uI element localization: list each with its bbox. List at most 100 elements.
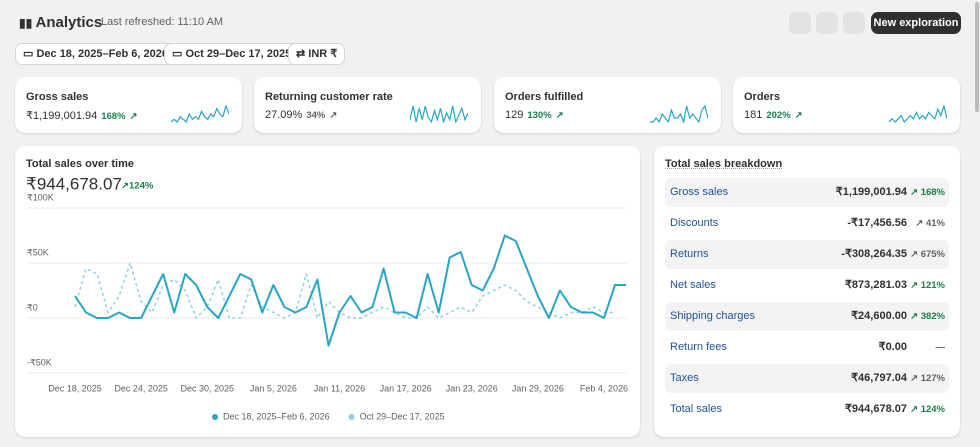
currency-filter[interactable]: ⇄ INR ₹ (288, 43, 346, 65)
sparkline (171, 105, 229, 123)
row-change-text: 41% (925, 218, 945, 229)
filter-text: Dec 18, 2025–Feb 6, 2026 (36, 48, 168, 60)
legend-label: Oct 29–Dec 17, 2025 (360, 411, 445, 421)
new-exploration-button[interactable]: New exploration (871, 12, 961, 34)
refresh-button[interactable] (789, 12, 811, 34)
card-value: ₹1,199,001.94 (26, 110, 98, 122)
filter-text: INR ₹ (308, 48, 338, 60)
sparkline (650, 105, 708, 123)
card-change: 168% (101, 111, 126, 122)
row-value: ₹873,281.03 (844, 279, 907, 291)
x-tick-label: Dec 24, 2025 (114, 383, 168, 393)
breakdown-row: Taxes ₹46,797.04 ↗ 127% (665, 364, 949, 393)
row-label: Discounts (670, 217, 719, 229)
compare-filter[interactable]: ▭ Oct 29–Dec 17, 2025 (164, 43, 300, 65)
row-change-text: 382% (920, 311, 945, 322)
row-value: ₹24,600.00 (851, 310, 907, 322)
card-value: 27.09% (265, 109, 303, 121)
page-title: ▮▮ Analytics (19, 14, 102, 31)
breakdown-panel: Total sales breakdown Gross sales ₹1,199,… (654, 146, 960, 437)
card-value: 181 (744, 109, 763, 121)
sparkline-path (410, 105, 468, 123)
y-tick-label: -₹50K (27, 357, 52, 367)
row-change: ↗ 127% (909, 364, 945, 393)
x-tick-label: Jan 17, 2026 (380, 383, 432, 393)
filter-text: Oct 29–Dec 17, 2025 (185, 48, 292, 60)
row-change: ↗ 168% (909, 178, 945, 207)
expand-button[interactable] (816, 12, 838, 34)
series-line (74, 234, 626, 347)
row-change-text: 121% (920, 280, 945, 291)
x-tick-label: Dec 30, 2025 (180, 383, 234, 393)
row-label: Net sales (670, 279, 716, 291)
legend-dot (348, 414, 355, 420)
analytics-icon: ▮▮ (19, 16, 36, 30)
card-value-row: 27.09% 34% ↗ (265, 109, 337, 121)
legend-dot (212, 414, 218, 420)
chart-total: ₹944,678.07 (26, 174, 122, 193)
refreshed-text: Last refreshed: 11:10 AM (101, 16, 224, 28)
chart-change-arrow: ↗ (121, 181, 129, 192)
title-text: Analytics (35, 14, 103, 31)
breakdown-title: Total sales breakdown (665, 158, 783, 170)
edit-button[interactable] (843, 12, 865, 34)
change-arrow: ↗ (794, 110, 803, 121)
card-label: Gross sales (26, 91, 89, 103)
row-value: -₹17,456.56 (847, 217, 907, 229)
row-change: — (909, 333, 946, 362)
x-tick-label: Jan 11, 2026 (314, 383, 365, 393)
row-value: ₹0.00 (878, 341, 907, 353)
series-line (74, 262, 615, 319)
chart-title: Total sales over time (26, 158, 134, 170)
scrollbar (975, 2, 979, 112)
card-label: Orders (744, 91, 781, 103)
card-value-row: ₹1,199,001.94 168% ↗ (26, 109, 138, 122)
x-tick-label: Jan 29, 2026 (512, 383, 564, 393)
breakdown-row: Total sales ₹944,678.07 ↗ 124% (665, 395, 949, 424)
row-label: Shipping charges (670, 310, 756, 322)
row-change-text: 127% (920, 373, 945, 384)
change-arrow: ↗ (910, 373, 921, 384)
row-change: ↗ 41% (909, 209, 945, 238)
change-arrow: ↗ (910, 187, 921, 198)
date-filter[interactable]: ▭ Dec 18, 2025–Feb 6, 2026 (15, 43, 176, 65)
metric-card: Returning customer rate 27.09% 34% ↗ (254, 77, 481, 133)
card-change: 202% (766, 110, 791, 121)
sparkline-path (889, 105, 947, 123)
y-tick-label: ₹50K (27, 247, 49, 257)
change-arrow: ↗ (910, 404, 921, 415)
row-label: Returns (670, 248, 709, 260)
row-change-text: 124% (920, 404, 945, 415)
breakdown-row: Shipping charges ₹24,600.00 ↗ 382% (665, 302, 949, 331)
y-tick-label: ₹0 (27, 302, 38, 312)
metric-card: Orders 181 202% ↗ (733, 77, 960, 133)
change-arrow: ↗ (910, 249, 921, 260)
x-tick-label: Jan 5, 2026 (250, 383, 297, 393)
row-label: Return fees (670, 341, 727, 353)
card-change: 130% (527, 110, 552, 121)
card-value-row: 129 130% ↗ (505, 109, 564, 121)
breakdown-row: Gross sales ₹1,199,001.94 ↗ 168% (665, 178, 949, 207)
change-arrow: ↗ (129, 111, 138, 122)
row-value: ₹1,199,001.94 (835, 186, 907, 198)
row-label: Gross sales (670, 186, 729, 198)
row-value: -₹308,264.35 (841, 248, 907, 260)
metric-card: Orders fulfilled 129 130% ↗ (494, 77, 721, 133)
row-value: ₹944,678.07 (844, 403, 907, 415)
sparkline (889, 105, 947, 123)
row-change-text: 675% (920, 249, 945, 260)
breakdown-row: Net sales ₹873,281.03 ↗ 121% (665, 271, 949, 300)
row-change-text: 168% (920, 187, 945, 198)
change-arrow: ↗ (329, 110, 338, 121)
chart-panel: Total sales over time ₹944,678.07 ↗ 124%… (15, 146, 640, 437)
y-tick-label: ₹100K (27, 192, 54, 202)
card-change: 34% (306, 110, 326, 121)
change-arrow: ↗ (910, 280, 921, 291)
x-tick-label: Dec 18, 2025 (48, 383, 102, 393)
x-tick-label: Jan 23, 2026 (446, 383, 498, 393)
row-change: ↗ 675% (909, 240, 945, 269)
change-arrow: ↗ (915, 218, 926, 229)
card-value-row: 181 202% ↗ (744, 109, 803, 121)
change-arrow: ↗ (555, 110, 564, 121)
